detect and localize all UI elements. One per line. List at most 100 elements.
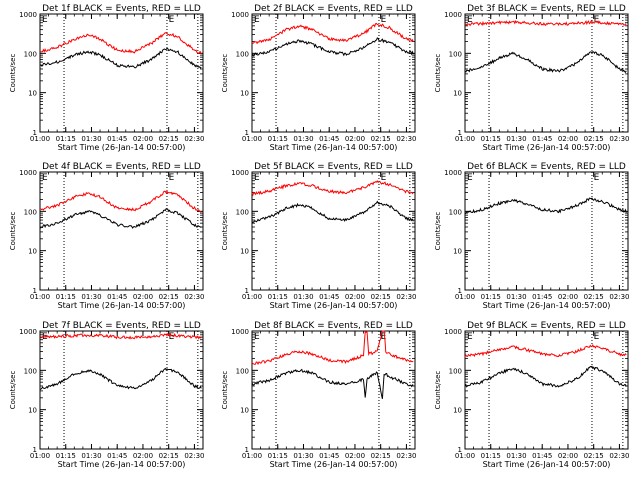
events-series-line xyxy=(251,200,414,224)
y-tick-label: 100 xyxy=(24,208,37,216)
x-tick-label: 02:15 xyxy=(159,293,179,301)
x-tick-label: 01:15 xyxy=(56,452,76,460)
x-tick-label: 01:00 xyxy=(30,135,50,143)
x-tick-label: 01:30 xyxy=(506,135,526,143)
plot-frame xyxy=(464,171,629,291)
y-axis-label: Counts/sec xyxy=(434,54,442,93)
x-tick-label: 01:45 xyxy=(319,293,339,301)
chart-title: Det 4f BLACK = Events, RED = LLD xyxy=(42,162,201,172)
y-tick-label: 1000 xyxy=(231,328,249,336)
plot-frame xyxy=(251,330,416,450)
marker-label: E xyxy=(381,173,387,183)
x-tick-label: 02:30 xyxy=(396,293,416,301)
x-tick-label: 01:00 xyxy=(242,452,262,460)
chart-title: Det 8f BLACK = Events, RED = LLD xyxy=(254,321,413,331)
y-tick-label: 1 xyxy=(33,129,37,137)
y-tick-label: 100 xyxy=(449,50,462,58)
x-tick-label: 01:45 xyxy=(532,293,552,301)
lld-series-line xyxy=(39,32,202,55)
y-tick-label: 10 xyxy=(240,248,249,256)
lld-series-line xyxy=(251,180,414,197)
y-tick-label: 1000 xyxy=(231,169,249,177)
marker-label: E xyxy=(594,173,600,183)
y-axis-label: Counts/sec xyxy=(434,371,442,410)
x-tick-label: 02:30 xyxy=(609,452,629,460)
marker-label-start: E xyxy=(42,173,48,183)
x-tick-label: 01:00 xyxy=(242,135,262,143)
y-tick-label: 1000 xyxy=(444,169,462,177)
lld-series-line xyxy=(464,344,627,358)
x-tick-label: 02:15 xyxy=(159,135,179,143)
lld-series-line xyxy=(251,22,414,45)
marker-label: E xyxy=(381,332,387,342)
chart-panel-7: Det 7f BLACK = Events, RED = LLD 1 10 100 10… xyxy=(9,321,205,469)
x-tick-label: 01:00 xyxy=(30,452,50,460)
x-tick-label: 02:00 xyxy=(133,293,153,301)
x-tick-label: 01:30 xyxy=(293,452,313,460)
events-series-line xyxy=(464,365,627,388)
x-tick-label: 02:15 xyxy=(584,135,604,143)
x-axis-label: Start Time (26-Jan-14 00:57:00) xyxy=(58,143,186,152)
chart-title: Det 7f BLACK = Events, RED = LLD xyxy=(42,321,201,331)
y-tick-label: 1000 xyxy=(444,328,462,336)
y-tick-label: 10 xyxy=(28,90,37,98)
x-tick-label: 02:15 xyxy=(584,452,604,460)
lld-series-line xyxy=(464,19,627,27)
y-tick-label: 10 xyxy=(453,90,462,98)
chart-panel-3: Det 3f BLACK = Events, RED = LLD 1 10 100 10… xyxy=(434,4,630,152)
x-tick-label: 02:00 xyxy=(558,452,578,460)
plot-frame xyxy=(464,13,629,133)
x-tick-label: 02:15 xyxy=(371,135,391,143)
y-axis-label: Counts/sec xyxy=(221,371,229,410)
x-axis-label: Start Time (26-Jan-14 00:57:00) xyxy=(483,143,611,152)
x-tick-label: 02:00 xyxy=(345,452,365,460)
x-tick-label: 01:15 xyxy=(481,452,501,460)
y-axis-label: Counts/sec xyxy=(9,371,17,410)
x-tick-label: 01:45 xyxy=(319,135,339,143)
y-tick-label: 10 xyxy=(28,248,37,256)
marker-label-start: E xyxy=(42,15,48,25)
lld-series-line xyxy=(39,332,202,340)
x-axis-label: Start Time (26-Jan-14 00:57:00) xyxy=(270,143,398,152)
chart-panel-9: Det 9f BLACK = Events, RED = LLD 1 10 100 10… xyxy=(434,321,630,469)
x-tick-label: 01:45 xyxy=(107,135,127,143)
x-tick-label: 02:30 xyxy=(396,452,416,460)
marker-label-start: E xyxy=(254,173,260,183)
x-tick-label: 01:15 xyxy=(56,293,76,301)
plot-frame xyxy=(39,13,204,133)
y-tick-label: 1000 xyxy=(231,11,249,19)
x-tick-label: 02:00 xyxy=(345,293,365,301)
plot-frame xyxy=(251,13,416,133)
y-tick-label: 100 xyxy=(236,208,249,216)
y-tick-label: 10 xyxy=(453,407,462,415)
y-tick-label: 100 xyxy=(236,367,249,375)
x-tick-label: 01:15 xyxy=(268,135,288,143)
events-series-line xyxy=(464,51,627,74)
y-tick-label: 10 xyxy=(240,90,249,98)
x-tick-label: 02:15 xyxy=(159,452,179,460)
y-tick-label: 100 xyxy=(236,50,249,58)
y-tick-label: 1000 xyxy=(19,11,37,19)
y-tick-label: 100 xyxy=(449,367,462,375)
marker-label: E xyxy=(381,15,387,25)
y-tick-label: 10 xyxy=(453,248,462,256)
chart-title: Det 2f BLACK = Events, RED = LLD xyxy=(254,4,413,14)
events-series-line xyxy=(39,367,202,390)
chart-panel-6: Det 6f BLACK = Events, RED = LLD 1 10 100 10… xyxy=(434,162,630,310)
events-series-line xyxy=(39,208,202,229)
chart-panel-5: Det 5f BLACK = Events, RED = LLD 1 10 100 10… xyxy=(221,162,417,310)
y-tick-label: 100 xyxy=(24,50,37,58)
y-tick-label: 1 xyxy=(458,287,462,295)
x-tick-label: 01:30 xyxy=(506,452,526,460)
chart-title: Det 5f BLACK = Events, RED = LLD xyxy=(254,162,413,172)
events-series-line xyxy=(464,197,627,215)
plot-frame xyxy=(39,171,204,291)
x-tick-label: 02:30 xyxy=(396,135,416,143)
plot-frame xyxy=(251,171,416,291)
y-tick-label: 1 xyxy=(458,129,462,137)
x-tick-label: 02:15 xyxy=(584,293,604,301)
events-series-line xyxy=(251,37,414,57)
y-tick-label: 1000 xyxy=(444,11,462,19)
y-tick-label: 1000 xyxy=(19,328,37,336)
